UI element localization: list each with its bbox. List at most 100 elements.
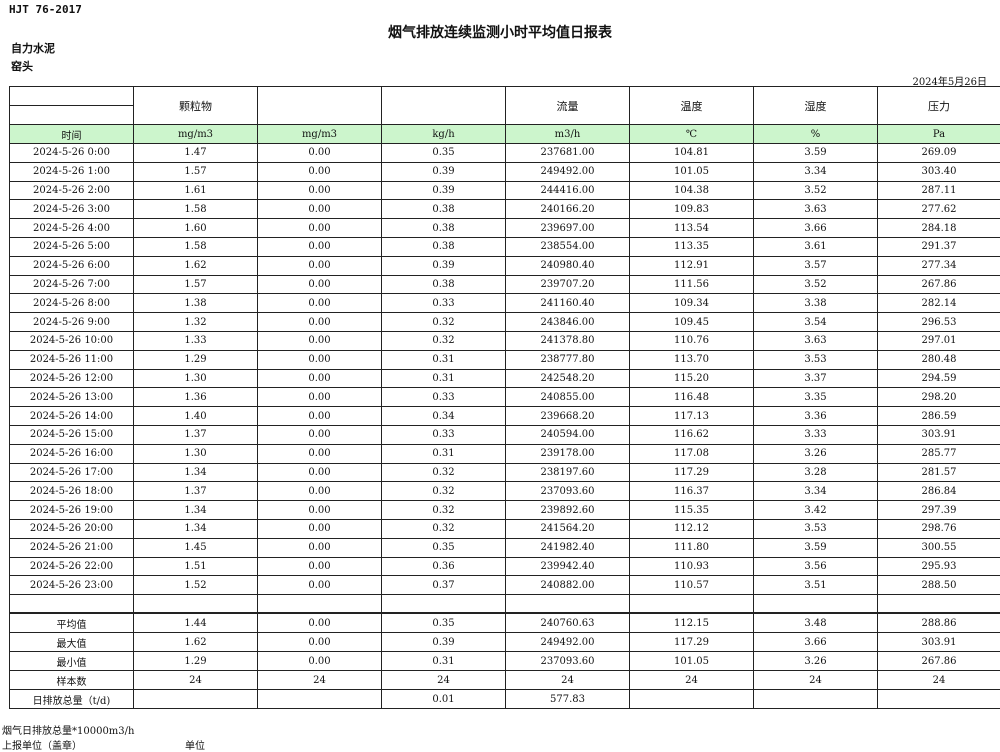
table-cell: 0.31 <box>382 444 506 463</box>
table-cell: 0.35 <box>382 613 506 633</box>
table-cell: 243846.00 <box>506 313 630 332</box>
table-cell: 3.51 <box>754 576 878 595</box>
table-cell: 2024-5-26 18:00 <box>10 482 134 501</box>
table-cell: 267.86 <box>878 652 1000 671</box>
table-cell: mg/m3 <box>258 125 382 144</box>
standard-code: HJT 76-2017 <box>9 3 82 16</box>
table-cell: 1.34 <box>134 501 258 520</box>
table-cell: 303.91 <box>878 633 1000 652</box>
table-cell: 291.37 <box>878 237 1000 256</box>
table-cell <box>10 87 134 125</box>
table-cell: 237093.60 <box>506 482 630 501</box>
table-cell: 湿度 <box>754 87 878 125</box>
table-cell: 113.54 <box>630 219 754 238</box>
table-cell: 0.32 <box>382 331 506 350</box>
table-cell: 颗粒物 <box>134 87 258 125</box>
table-cell: 0.00 <box>258 275 382 294</box>
table-cell: 3.59 <box>754 538 878 557</box>
table-cell: 0.01 <box>382 690 506 709</box>
table-cell: 0.38 <box>382 237 506 256</box>
table-cell: 24 <box>382 671 506 690</box>
table-cell: 2024-5-26 16:00 <box>10 444 134 463</box>
table-cell: 104.81 <box>630 144 754 163</box>
table-cell: 0.00 <box>258 369 382 388</box>
table-cell: 2024-5-26 17:00 <box>10 463 134 482</box>
table-cell <box>382 87 506 125</box>
table-cell: 241378.80 <box>506 331 630 350</box>
table-cell <box>258 595 382 614</box>
table-cell: 1.58 <box>134 200 258 219</box>
table-cell: 237093.60 <box>506 652 630 671</box>
table-cell: 0.33 <box>382 425 506 444</box>
table-cell: 111.80 <box>630 538 754 557</box>
table-cell: 0.32 <box>382 519 506 538</box>
table-cell: 1.30 <box>134 369 258 388</box>
table-cell: 3.42 <box>754 501 878 520</box>
table-cell <box>754 595 878 614</box>
table-cell: 2024-5-26 6:00 <box>10 256 134 275</box>
table-cell: 298.20 <box>878 388 1000 407</box>
table-cell: 239668.20 <box>506 407 630 426</box>
table-cell: 0.00 <box>258 557 382 576</box>
table-cell: 1.52 <box>134 576 258 595</box>
table-cell: 3.56 <box>754 557 878 576</box>
table-cell: 116.48 <box>630 388 754 407</box>
table-cell: 282.14 <box>878 294 1000 313</box>
table-cell: 2024-5-26 9:00 <box>10 313 134 332</box>
table-cell: 112.12 <box>630 519 754 538</box>
table-cell: 2024-5-26 19:00 <box>10 501 134 520</box>
table-cell: 0.34 <box>382 407 506 426</box>
table-cell: 0.00 <box>258 633 382 652</box>
table-cell: 241564.20 <box>506 519 630 538</box>
table-cell: 239892.60 <box>506 501 630 520</box>
table-cell: 2024-5-26 2:00 <box>10 181 134 200</box>
table-cell: 1.37 <box>134 482 258 501</box>
column-header-row: 颗粒物流量温度湿度压力 <box>10 87 1000 125</box>
table-cell: 0.00 <box>258 162 382 181</box>
table-cell: 113.70 <box>630 350 754 369</box>
table-cell: 3.59 <box>754 144 878 163</box>
monitoring-location: 窑头 <box>11 58 33 74</box>
table-cell: 0.33 <box>382 294 506 313</box>
table-cell: 1.29 <box>134 652 258 671</box>
table-cell: 平均值 <box>10 613 134 633</box>
table-cell: 249492.00 <box>506 162 630 181</box>
table-cell: 3.63 <box>754 200 878 219</box>
table-cell: 0.00 <box>258 200 382 219</box>
table-cell: 2024-5-26 12:00 <box>10 369 134 388</box>
table-cell: 0.00 <box>258 350 382 369</box>
table-cell: 1.32 <box>134 313 258 332</box>
table-cell: 3.57 <box>754 256 878 275</box>
table-cell: 116.62 <box>630 425 754 444</box>
table-cell: 流量 <box>506 87 630 125</box>
table-cell: 2024-5-26 1:00 <box>10 162 134 181</box>
table-cell: 109.45 <box>630 313 754 332</box>
table-cell: 1.40 <box>134 407 258 426</box>
table-cell: 2024-5-26 5:00 <box>10 237 134 256</box>
table-cell: 0.00 <box>258 652 382 671</box>
table-cell: 286.59 <box>878 407 1000 426</box>
table-cell: 2024-5-26 10:00 <box>10 331 134 350</box>
table-cell: 0.00 <box>258 407 382 426</box>
table-cell: 0.00 <box>258 463 382 482</box>
table-cell: 3.34 <box>754 162 878 181</box>
table-cell: 297.01 <box>878 331 1000 350</box>
table-cell: 0.00 <box>258 331 382 350</box>
table-cell: 281.57 <box>878 463 1000 482</box>
table-cell: 3.53 <box>754 350 878 369</box>
table-cell: 239178.00 <box>506 444 630 463</box>
table-cell: 0.00 <box>258 256 382 275</box>
table-cell: % <box>754 125 878 144</box>
table-cell <box>134 595 258 614</box>
table-cell: 280.48 <box>878 350 1000 369</box>
table-cell: 277.34 <box>878 256 1000 275</box>
table-cell <box>134 690 258 709</box>
table-cell: 111.56 <box>630 275 754 294</box>
